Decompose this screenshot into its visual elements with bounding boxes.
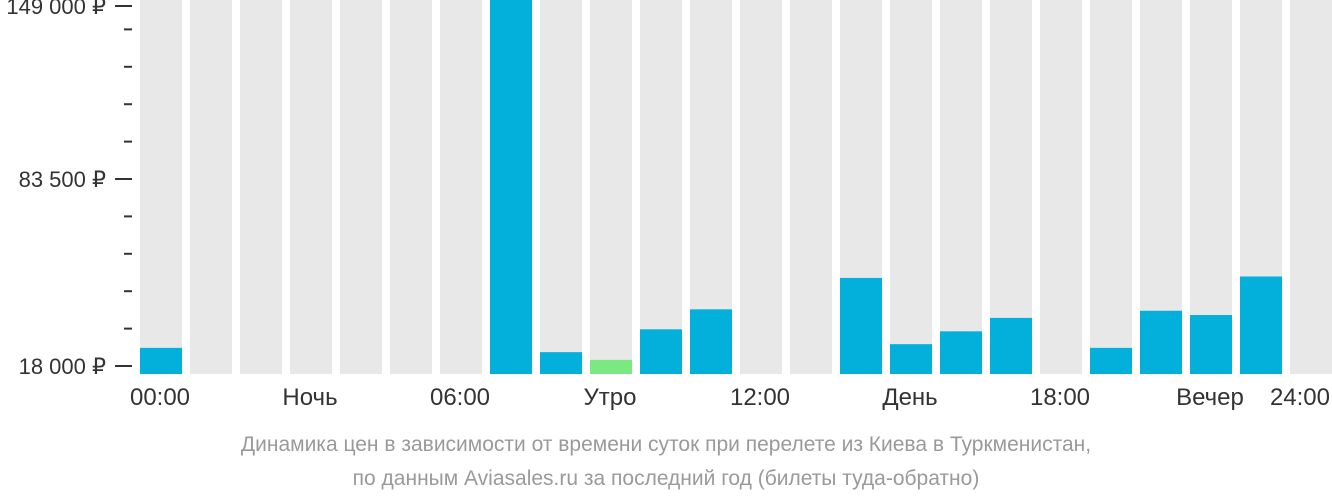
y-tick-label: 18 000 ₽ [19,354,106,379]
price-bar-17[interactable] [990,317,1032,374]
price-bar-11[interactable] [690,309,732,374]
background-bar-04 [340,0,382,374]
chart-caption-line-2: по данным Aviasales.ru за последний год … [352,467,980,490]
background-bar-01 [190,0,232,374]
price-bar-08[interactable] [540,352,582,374]
y-tick-label: 83 500 ₽ [19,167,106,192]
background-bar-17 [990,0,1032,374]
x-tick-label: Утро [584,384,637,411]
background-bar-09 [590,0,632,374]
x-tick-label: 06:00 [430,384,490,411]
price-bar-10[interactable] [640,329,682,374]
x-tick-label: День [882,384,937,411]
background-bar-13 [790,0,832,374]
x-tick-label: 12:00 [730,384,790,411]
background-bar-06 [440,0,482,374]
price-bar-00[interactable] [140,347,182,374]
price-bars [140,0,1282,374]
price-bar-07[interactable] [490,0,532,374]
x-tick-label: 24:00 [1270,384,1330,411]
y-tick-label: 149 000 ₽ [6,0,106,19]
price-bar-15[interactable] [890,344,932,374]
background-bar-12 [740,0,782,374]
chart-caption-line-1: Динамика цен в зависимости от времени су… [240,433,1092,456]
background-bar-08 [540,0,582,374]
x-tick-label: Вечер [1176,384,1244,411]
price-bar-22[interactable] [1240,276,1282,374]
background-bar-23 [1290,0,1332,374]
price-bar-16[interactable] [940,331,982,374]
price-bar-21[interactable] [1190,315,1232,374]
background-bar-03 [290,0,332,374]
price-bar-19[interactable] [1090,347,1132,374]
background-bar-21 [1190,0,1232,374]
background-bar-02 [240,0,282,374]
x-tick-label: 00:00 [130,384,190,411]
background-bar-15 [890,0,932,374]
background-bar-16 [940,0,982,374]
background-bar-05 [390,0,432,374]
background-bar-19 [1090,0,1132,374]
y-axis: 149 000 ₽ 83 500 ₽ 18 000 ₽ [6,0,132,379]
x-axis: 00:00 Ночь 06:00 Утро 12:00 День 18:00 Вечер 24:… [130,384,1330,411]
background-bar-18 [1040,0,1082,374]
price-by-time-chart: 149 000 ₽ 83 500 ₽ 18 000 ₽ 00:00 Ночь 06:00… [6,0,1332,411]
x-tick-label: 18:00 [1030,384,1090,411]
background-bar-10 [640,0,682,374]
x-tick-label: Ночь [282,384,337,411]
background-bar-00 [140,0,182,374]
price-bar-09[interactable] [590,359,632,374]
price-bar-14[interactable] [840,277,882,374]
price-bar-20[interactable] [1140,310,1182,374]
